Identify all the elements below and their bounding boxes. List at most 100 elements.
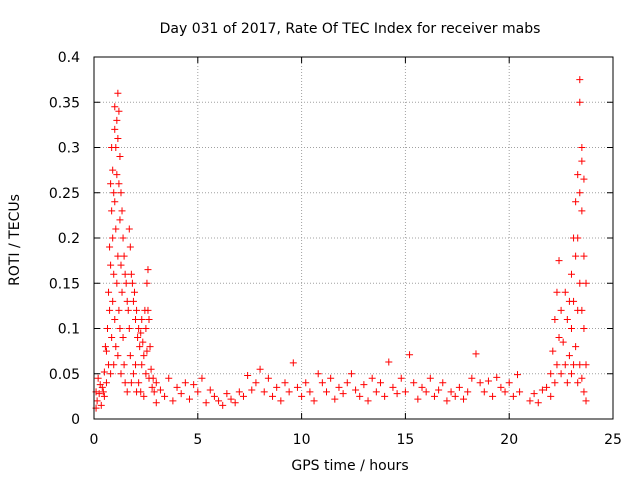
data-point [567,270,575,278]
data-point [165,374,173,382]
data-point [117,261,125,269]
data-point [580,252,588,260]
x-axis-label: GPS time / hours [291,458,408,474]
data-point [93,397,101,405]
data-point [306,388,314,396]
data-point [547,370,555,378]
data-point [161,392,169,400]
data-point [144,306,152,314]
data-point [561,288,569,296]
data-point [460,395,468,403]
data-point [356,392,364,400]
data-point [113,116,121,124]
data-point [181,379,189,387]
data-point [133,306,141,314]
data-point [335,383,343,391]
data-point [489,392,497,400]
data-point [578,306,586,314]
data-point [219,401,227,409]
data-point [121,379,129,387]
data-point [331,395,339,403]
x-tick-label: 15 [396,432,414,448]
data-point [111,103,119,111]
x-tick-label: 5 [193,432,202,448]
data-point [447,388,455,396]
data-point [576,98,584,106]
data-point [260,388,268,396]
data-point [127,270,135,278]
data-point [526,397,534,405]
data-point [248,386,256,394]
data-point [125,325,133,332]
data-point [135,379,143,387]
data-point [143,347,151,355]
data-point [327,374,335,382]
data-point [112,343,120,351]
data-point [509,392,517,400]
y-tick-label: 0.4 [58,50,80,66]
data-point [106,243,114,251]
x-tick-label: 10 [293,432,311,448]
data-point [298,392,306,400]
data-point [410,379,418,387]
data-point [125,225,133,233]
data-point [273,383,281,391]
data-point [565,352,573,360]
data-point [264,374,272,382]
data-point [227,395,235,403]
data-point [343,379,351,387]
data-point [318,379,326,387]
data-point [231,399,239,407]
data-point [360,381,368,389]
data-point [543,383,551,391]
axis-ticks [93,56,614,420]
data-point [144,266,152,274]
data-point [115,180,123,188]
data-point [364,397,372,405]
data-point [567,370,575,378]
data-point [140,352,148,360]
data-point [152,379,160,387]
data-point [123,297,131,305]
data-points [92,76,590,412]
data-point [98,383,106,391]
data-point [130,288,138,296]
data-point [121,270,129,278]
data-point [152,399,160,407]
data-point [118,288,126,296]
data-point [107,180,115,188]
data-point [557,370,565,378]
data-point [108,207,116,215]
data-point [146,343,154,351]
data-point [580,325,588,332]
data-point [472,350,480,358]
data-point [397,374,405,382]
data-point [401,388,409,396]
data-point [124,306,132,314]
data-point [128,279,136,287]
data-point [114,252,122,260]
y-tick-label: 0.35 [49,95,80,111]
data-point [114,352,122,360]
data-point [385,358,393,366]
data-point [406,351,414,359]
data-point [116,153,124,161]
data-point [169,397,177,405]
data-point [555,257,563,265]
x-tick-label: 0 [90,432,99,448]
data-point [516,388,524,396]
data-point [244,372,252,380]
data-point [177,390,185,398]
data-point [239,392,247,400]
data-point [293,383,301,391]
data-point [289,359,297,367]
data-point [393,390,401,398]
data-point [582,279,590,287]
data-point [100,392,108,400]
data-point [115,306,123,314]
data-point [107,261,115,269]
data-point [576,189,584,197]
data-point [106,306,114,314]
data-point [534,399,542,407]
